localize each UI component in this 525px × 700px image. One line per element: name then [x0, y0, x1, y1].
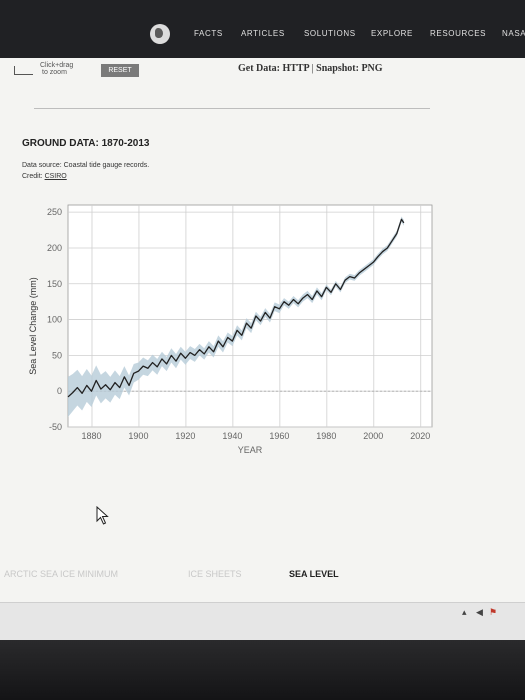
monitor-bezel — [0, 640, 525, 700]
x-tick-label: 1900 — [128, 431, 148, 441]
http-link[interactable]: HTTP — [282, 63, 310, 74]
y-tick-label: -50 — [49, 422, 62, 432]
sea-level-line — [67, 218, 405, 398]
panel-title: GROUND DATA: 1870-2013 — [22, 138, 150, 149]
y-tick-label: 250 — [47, 207, 62, 217]
y-tick-label: 150 — [47, 279, 62, 289]
snapshot-label: Snapshot: — [316, 63, 359, 74]
top-navigation-bar: FACTS ARTICLES SOLUTIONS EXPLORE RESOURC… — [0, 0, 525, 58]
nav-nasa[interactable]: NASA — [502, 29, 525, 38]
x-tick-label: 1940 — [222, 431, 242, 441]
sea-level-chart[interactable]: -50 0 50 100 150 200 250 1880 1900 1920 1940 1960 19… — [0, 195, 525, 485]
reset-button[interactable]: RESET — [101, 64, 139, 77]
x-tick-label: 2000 — [363, 431, 383, 441]
x-tick-label: 1880 — [81, 431, 101, 441]
credit-link[interactable]: CSIRO — [44, 173, 67, 180]
png-link[interactable]: PNG — [361, 63, 383, 74]
get-data-label: Get Data: — [238, 63, 280, 74]
y-tick-label: 100 — [47, 315, 62, 325]
credit-line: Credit: CSIRO — [22, 173, 67, 180]
tray-chevron-up-icon[interactable]: ▴ — [462, 607, 467, 617]
browser-viewport: FACTS ARTICLES SOLUTIONS EXPLORE RESOURC… — [0, 0, 525, 640]
nav-resources[interactable]: RESOURCES — [430, 29, 487, 38]
credit-label: Credit: — [22, 173, 43, 180]
uncertainty-band — [68, 216, 404, 417]
separator: | — [311, 63, 314, 74]
get-data-links: Get Data: HTTP | Snapshot: PNG — [238, 63, 383, 74]
x-tick-label: 2020 — [410, 431, 430, 441]
tab-arctic-sea-ice-minimum[interactable]: ARCTIC SEA ICE MINIMUM — [4, 569, 119, 579]
mouse-cursor-icon — [96, 506, 109, 525]
tab-sea-level[interactable]: SEA LEVEL — [289, 569, 339, 579]
nav-articles[interactable]: ARTICLES — [241, 29, 285, 38]
chart-toolbar — [0, 58, 525, 84]
data-source: Data source: Coastal tide gauge records. — [22, 162, 150, 169]
plot-area — [67, 204, 433, 428]
flag-icon[interactable]: ⚑ — [489, 607, 498, 617]
globe-icon[interactable] — [150, 24, 170, 44]
nav-solutions[interactable]: SOLUTIONS — [304, 29, 356, 38]
x-tick-label: 1980 — [316, 431, 336, 441]
x-tick-label: 1920 — [175, 431, 195, 441]
zoom-arrow-icon — [14, 66, 33, 75]
zoom-hint: Click+drag to zoom — [40, 62, 74, 76]
y-tick-label: 200 — [47, 243, 62, 253]
x-tick-label: 1960 — [269, 431, 289, 441]
y-tick-label: 50 — [52, 350, 62, 360]
speaker-icon[interactable]: ◀ — [476, 607, 483, 617]
divider — [34, 108, 430, 109]
tab-ice-sheets[interactable]: ICE SHEETS — [188, 569, 242, 579]
nav-facts[interactable]: FACTS — [194, 29, 223, 38]
y-axis-label: Sea Level Change (mm) — [28, 277, 38, 375]
x-axis-label: YEAR — [238, 445, 263, 455]
y-tick-label: 0 — [57, 386, 62, 396]
nav-explore[interactable]: EXPLORE — [371, 29, 413, 38]
taskbar — [0, 602, 525, 640]
